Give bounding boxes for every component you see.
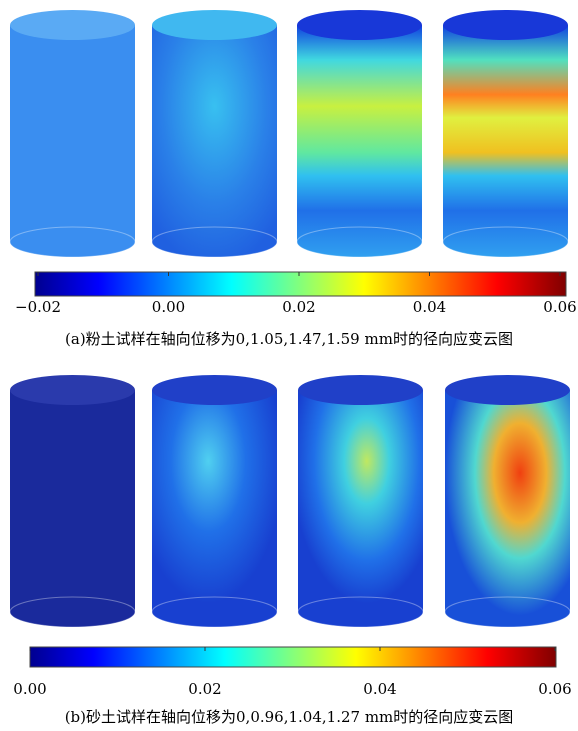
caption: (a)粉土试样在轴向位移为0,1.05,1.47,1.59 mm时的径向应变云图	[65, 330, 513, 348]
colorbar-tick-label: 0.02	[188, 680, 221, 698]
specimen-top	[152, 10, 277, 40]
specimen-top	[298, 375, 423, 405]
colorbar	[30, 647, 556, 667]
specimen-top	[10, 10, 135, 40]
colorbar-tick-label: 0.06	[543, 298, 576, 316]
colorbar-tick-label: −0.02	[15, 298, 61, 316]
colorbar-tick-label: 0.04	[363, 680, 396, 698]
specimen-top	[10, 375, 135, 405]
specimen-top	[445, 375, 570, 405]
specimen-body	[152, 390, 277, 627]
specimen-body	[297, 25, 422, 257]
colorbar-tick-label: 0.06	[538, 680, 571, 698]
figure: (a)粉土试样在轴向位移为0,1.05,1.47,1.59 mm时的径向应变云图…	[0, 0, 578, 731]
specimen-body	[10, 390, 135, 627]
specimen-body	[10, 25, 135, 257]
specimen-top	[297, 10, 422, 40]
colorbar-tick-label: 0.00	[152, 298, 185, 316]
colorbar-tick-label: 0.04	[413, 298, 446, 316]
caption: (b)砂土试样在轴向位移为0,0.96,1.04,1.27 mm时的径向应变云图	[65, 708, 514, 726]
specimen-body	[152, 25, 277, 257]
colorbar	[35, 272, 566, 296]
specimen-top	[152, 375, 277, 405]
colorbar-tick-label: 0.00	[13, 680, 46, 698]
specimen-top	[443, 10, 568, 40]
specimen-body	[445, 390, 570, 627]
colorbar-tick-label: 0.02	[282, 298, 315, 316]
specimen-body	[298, 390, 423, 627]
specimen-body	[443, 25, 568, 257]
specimens	[10, 10, 570, 627]
